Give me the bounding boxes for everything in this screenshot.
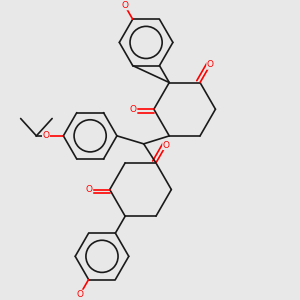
Text: O: O [76, 290, 83, 299]
Text: O: O [86, 185, 93, 194]
Text: O: O [130, 105, 137, 114]
Text: O: O [163, 141, 170, 150]
Text: O: O [121, 1, 128, 10]
Text: O: O [43, 131, 50, 140]
Text: O: O [207, 60, 214, 69]
